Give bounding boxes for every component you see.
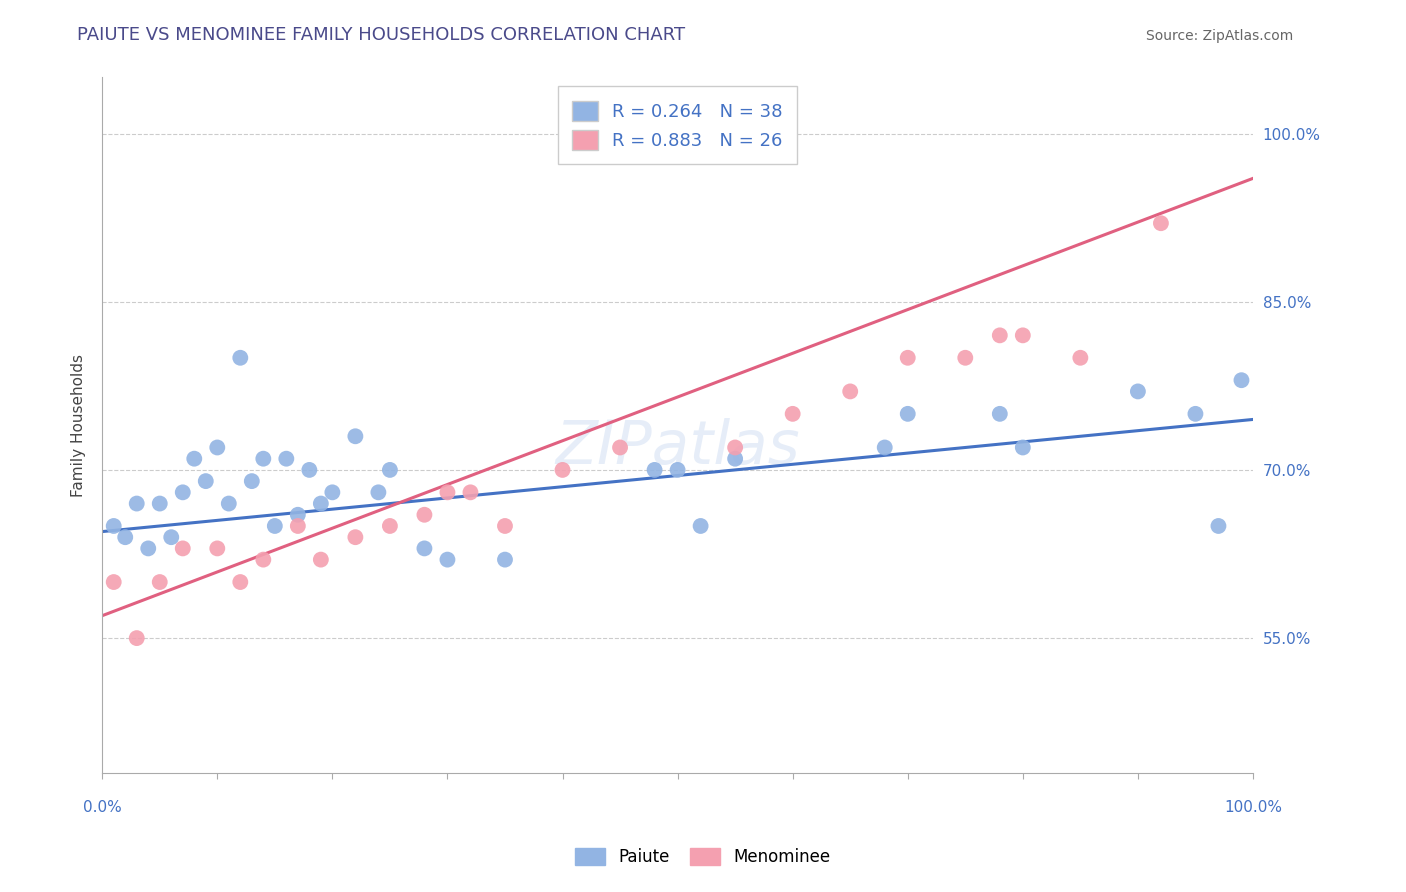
Point — [378, 463, 401, 477]
Point — [287, 508, 309, 522]
Point — [839, 384, 862, 399]
Point — [321, 485, 343, 500]
Point — [494, 552, 516, 566]
Point — [494, 519, 516, 533]
Point — [1230, 373, 1253, 387]
Point — [309, 497, 332, 511]
Point — [897, 407, 920, 421]
Point — [298, 463, 321, 477]
Point — [229, 575, 252, 590]
Point — [218, 497, 240, 511]
Point — [263, 519, 285, 533]
Point — [229, 351, 252, 365]
Point — [1208, 519, 1230, 533]
Point — [551, 463, 574, 477]
Point — [149, 497, 172, 511]
Point — [252, 451, 274, 466]
Point — [172, 485, 194, 500]
Point — [644, 463, 666, 477]
Point — [207, 541, 229, 556]
Point — [724, 451, 747, 466]
Point — [724, 441, 747, 455]
Point — [276, 451, 298, 466]
Text: 100.0%: 100.0% — [1225, 799, 1282, 814]
Point — [460, 485, 482, 500]
Point — [183, 451, 205, 466]
Point — [136, 541, 159, 556]
Text: PAIUTE VS MENOMINEE FAMILY HOUSEHOLDS CORRELATION CHART: PAIUTE VS MENOMINEE FAMILY HOUSEHOLDS CO… — [77, 26, 686, 44]
Point — [378, 519, 401, 533]
Text: ZIPatlas: ZIPatlas — [555, 418, 800, 477]
Point — [1126, 384, 1149, 399]
Legend: Paiute, Menominee: Paiute, Menominee — [567, 840, 839, 875]
Point — [367, 485, 389, 500]
Point — [988, 407, 1011, 421]
Point — [207, 441, 229, 455]
Legend: R = 0.264   N = 38, R = 0.883   N = 26: R = 0.264 N = 38, R = 0.883 N = 26 — [558, 87, 797, 164]
Point — [172, 541, 194, 556]
Point — [1069, 351, 1091, 365]
Point — [413, 541, 436, 556]
Point — [103, 575, 125, 590]
Point — [344, 530, 367, 544]
Point — [988, 328, 1011, 343]
Y-axis label: Family Households: Family Households — [72, 353, 86, 497]
Point — [873, 441, 896, 455]
Point — [1184, 407, 1206, 421]
Point — [1011, 441, 1033, 455]
Point — [609, 441, 631, 455]
Point — [149, 575, 172, 590]
Point — [252, 552, 274, 566]
Point — [782, 407, 804, 421]
Point — [287, 519, 309, 533]
Point — [1011, 328, 1033, 343]
Point — [103, 519, 125, 533]
Point — [436, 552, 458, 566]
Point — [955, 351, 977, 365]
Point — [436, 485, 458, 500]
Point — [666, 463, 689, 477]
Text: 0.0%: 0.0% — [83, 799, 121, 814]
Point — [160, 530, 183, 544]
Point — [114, 530, 136, 544]
Point — [125, 497, 148, 511]
Point — [344, 429, 367, 443]
Point — [125, 631, 148, 645]
Text: Source: ZipAtlas.com: Source: ZipAtlas.com — [1146, 29, 1294, 43]
Point — [689, 519, 711, 533]
Point — [1150, 216, 1173, 230]
Point — [897, 351, 920, 365]
Point — [413, 508, 436, 522]
Point — [194, 474, 217, 488]
Point — [309, 552, 332, 566]
Point — [240, 474, 263, 488]
